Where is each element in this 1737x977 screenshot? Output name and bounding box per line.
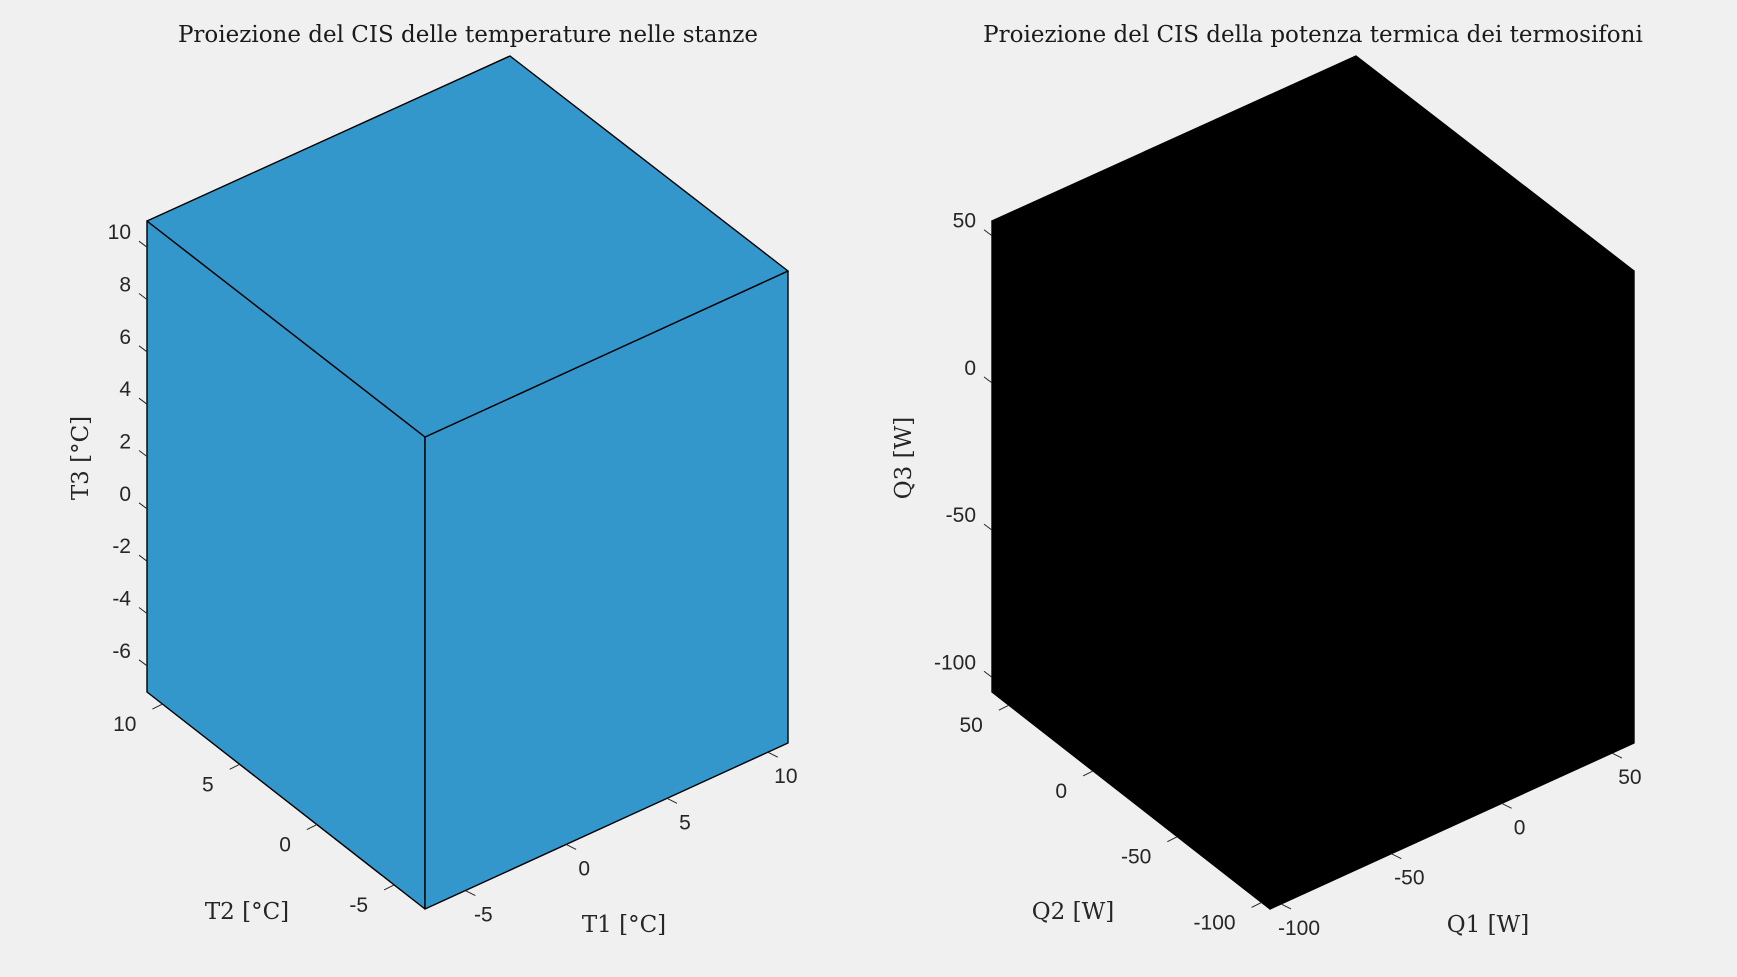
z-tick-label: 0	[964, 357, 976, 380]
x-tick-label: 5	[679, 811, 691, 834]
z-tick-label: -6	[112, 640, 131, 663]
y-axis-ticks: -5 0 5 10	[113, 703, 395, 917]
x-tick-mark	[1391, 853, 1402, 860]
x-tick-mark	[666, 797, 678, 804]
x-tick-label: -5	[474, 904, 493, 927]
x-tick-label: -50	[1394, 867, 1424, 890]
chart-title: Proiezione del CIS della potenza termica…	[983, 22, 1643, 48]
z-tick-label: -100	[934, 651, 976, 674]
z-axis-label: Q3 [W]	[891, 417, 917, 499]
z-tick-mark	[138, 554, 148, 562]
y-tick-label: -50	[1121, 846, 1151, 869]
z-tick-label: 4	[119, 378, 131, 401]
z-tick-mark	[983, 670, 993, 678]
z-tick-mark	[138, 607, 148, 614]
z-tick-label: 0	[119, 483, 131, 506]
box-top-face	[146, 55, 789, 438]
chart-temperature[interactable]: -6 -4 -2 0 2 4 6 8 10 -5 0 5 10 -5 0 5 10 Proiezione d…	[68, 22, 798, 938]
z-tick-label: -2	[112, 535, 131, 558]
y-tick-label: -5	[349, 894, 368, 917]
y-tick-mark	[1082, 770, 1094, 777]
x-tick-mark	[767, 751, 779, 758]
y-tick-label: 0	[1055, 780, 1067, 803]
z-tick-mark	[138, 450, 148, 457]
x-tick-mark	[1280, 903, 1292, 910]
x-tick-label: 10	[774, 765, 797, 788]
z-tick-label: 6	[119, 326, 131, 349]
z-tick-mark	[983, 376, 993, 384]
y-tick-label: 10	[113, 713, 136, 736]
x-tick-label: 0	[578, 857, 590, 880]
y-tick-label: 5	[202, 773, 214, 796]
z-tick-mark	[138, 502, 148, 510]
z-tick-mark	[138, 397, 148, 405]
y-tick-mark	[306, 824, 318, 831]
z-tick-label: 2	[119, 431, 131, 454]
y-tick-mark	[1167, 836, 1178, 843]
x-tick-label: 0	[1514, 816, 1526, 839]
y-tick-mark	[152, 703, 163, 710]
x-tick-label: 50	[1618, 766, 1641, 789]
x-axis-ticks: -5 0 5 10	[465, 751, 798, 927]
z-axis-label: T3 [°C]	[68, 416, 94, 500]
z-tick-label: -50	[946, 504, 976, 527]
x-axis-label: T1 [°C]	[582, 912, 666, 938]
x-axis-label: Q1 [W]	[1447, 912, 1529, 938]
x-axis-ticks: -100 -50 0 50	[1278, 752, 1642, 940]
x-tick-mark	[465, 890, 476, 897]
y-axis-label: T2 [°C]	[205, 899, 289, 925]
z-tick-label: 8	[119, 274, 131, 297]
z-tick-mark	[138, 293, 148, 300]
y-axis-ticks: -100 -50 0 50	[959, 704, 1262, 934]
z-tick-mark	[138, 659, 148, 667]
y-tick-label: 0	[279, 834, 291, 857]
y-tick-label: -100	[1194, 911, 1236, 934]
x-tick-label: -100	[1278, 917, 1320, 940]
y-axis-label: Q2 [W]	[1032, 899, 1114, 925]
x-tick-mark	[1611, 752, 1623, 759]
z-tick-label: 10	[108, 221, 131, 244]
y-tick-mark	[383, 884, 395, 891]
x-tick-mark	[1501, 802, 1512, 809]
y-tick-mark	[229, 763, 240, 770]
z-tick-label: 50	[953, 210, 976, 233]
z-tick-mark	[138, 240, 148, 248]
chart-title: Proiezione del CIS delle temperature nel…	[178, 22, 758, 48]
z-axis-ticks: -6 -4 -2 0 2 4 6 8 10	[108, 221, 148, 667]
z-tick-label: -4	[112, 588, 131, 611]
z-axis-ticks: -100 -50 0 50	[934, 210, 993, 678]
x-tick-mark	[565, 843, 577, 850]
z-tick-mark	[983, 229, 993, 237]
y-tick-label: 50	[959, 714, 982, 737]
y-tick-mark	[998, 704, 1010, 711]
box-top-face	[991, 55, 1635, 438]
y-tick-mark	[1251, 901, 1262, 908]
z-tick-mark	[138, 345, 148, 353]
chart-thermal-power[interactable]: -100 -50 0 50 -100 -50 0 50 -100 -50 0 50 Proiezi…	[891, 22, 1643, 940]
z-tick-mark	[983, 523, 993, 531]
